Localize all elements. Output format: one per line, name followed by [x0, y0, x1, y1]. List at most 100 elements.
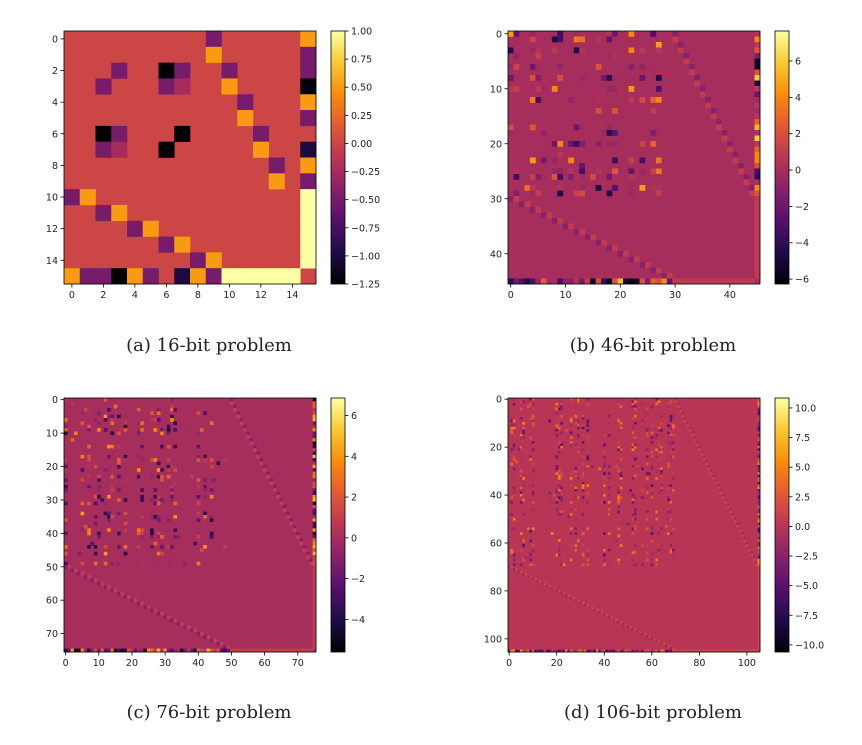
heatmap-cell [203, 494, 207, 499]
heatmap-cell [581, 496, 585, 499]
heatmap-cell [531, 398, 535, 401]
heatmap-cell [173, 484, 178, 489]
heatmap-cell [757, 505, 761, 509]
heatmap-cell [183, 561, 187, 566]
heatmap-cell [749, 190, 755, 197]
heatmap-cell [631, 426, 635, 430]
heatmap-cell [607, 493, 611, 497]
heatmap-cell [519, 508, 523, 511]
heatmap-cell [237, 110, 254, 127]
heatmap-cell [174, 78, 191, 95]
heatmap-cell [757, 529, 761, 533]
heatmap-cell [531, 402, 535, 406]
heatmap-cell [193, 541, 197, 546]
heatmap-cell [574, 649, 578, 653]
heatmap-cell [634, 477, 637, 480]
heatmap-cell [555, 450, 559, 454]
heatmap-cell [312, 468, 317, 472]
heatmap-cell [631, 517, 635, 521]
heatmap-cell [664, 426, 668, 430]
heatmap-cell [655, 469, 659, 473]
heatmap-cell [586, 563, 590, 567]
heatmap-cell [644, 278, 651, 285]
heatmap-cell [629, 489, 632, 492]
heatmap-cell [540, 278, 547, 285]
heatmap-cell [550, 501, 554, 504]
heatmap-cell [591, 606, 594, 610]
heatmap-cell [573, 124, 580, 131]
heatmap-cell [603, 508, 606, 511]
heatmap-cell [607, 477, 611, 480]
heatmap-cell [655, 649, 659, 653]
colorbar-tick-label: 6 [795, 56, 801, 67]
heatmap-cell [140, 535, 144, 539]
heatmap-cell [743, 536, 747, 540]
heatmap-cell [140, 518, 144, 522]
heatmap-cell [603, 532, 606, 535]
heatmap-cell [87, 424, 91, 429]
heatmap-cell [606, 174, 613, 180]
heatmap-cell [158, 236, 175, 253]
heatmap-cell [221, 268, 238, 285]
heatmap-cell [110, 648, 115, 653]
heatmap-cell [716, 278, 722, 285]
heatmap-cell [176, 621, 181, 626]
heatmap-cell [698, 448, 701, 452]
heatmap-cell [634, 513, 637, 516]
heatmap-cell [117, 528, 121, 532]
heatmap-cell [557, 489, 561, 492]
heatmap-cell [100, 498, 105, 502]
heatmap-cell [650, 553, 654, 557]
heatmap-cell [681, 414, 685, 418]
heatmap-cell [531, 414, 535, 418]
heatmap-cell [529, 426, 533, 430]
heatmap-cell [581, 472, 585, 475]
heatmap-cell [524, 556, 528, 559]
heatmap-cell [631, 628, 635, 631]
heatmap-cell [603, 558, 606, 562]
heatmap-cell [660, 558, 663, 562]
heatmap-cell [529, 157, 536, 164]
heatmap-cell [312, 448, 317, 452]
heatmap-cell [677, 42, 684, 48]
heatmap-cell [64, 478, 68, 482]
heatmap-cell [529, 398, 533, 401]
heatmap-cell [524, 201, 531, 208]
heatmap-cell [705, 460, 708, 463]
heatmap-cell [607, 649, 611, 653]
heatmap-cell [117, 591, 121, 596]
heatmap-cell [650, 455, 654, 459]
heatmap-cell [163, 648, 168, 653]
heatmap-cell [619, 424, 623, 428]
heatmap-cell [510, 414, 514, 418]
heatmap-cell [97, 411, 101, 416]
heatmap-cell [268, 268, 285, 285]
heatmap-cell [312, 444, 317, 449]
heatmap-cell [173, 408, 178, 412]
heatmap-cell [619, 405, 623, 408]
heatmap-cell [136, 454, 141, 459]
heatmap-cell [87, 528, 91, 532]
heatmap-cell [117, 531, 121, 536]
heatmap-cell [757, 486, 761, 490]
heatmap-cell [586, 493, 590, 497]
heatmap-cell [660, 544, 663, 547]
heatmap-cell [657, 457, 661, 461]
heatmap-cell [757, 599, 761, 602]
heatmap-cell [535, 53, 542, 59]
heatmap-cell [581, 417, 585, 420]
heatmap-cell [166, 561, 171, 566]
heatmap-cell [724, 649, 728, 653]
heatmap-cell [738, 278, 744, 285]
heatmap-cell [612, 245, 618, 252]
heatmap-cell [205, 268, 222, 285]
colorbar-tick-label: 0 [351, 533, 357, 544]
heatmap-cell [732, 278, 739, 285]
heatmap-cell [253, 444, 257, 449]
heatmap-cell [312, 531, 317, 536]
heatmap-cell [512, 472, 516, 475]
heatmap-cell [569, 474, 573, 478]
heatmap-cell [574, 429, 578, 432]
heatmap-cell [205, 252, 222, 269]
heatmap-cell [123, 478, 128, 482]
